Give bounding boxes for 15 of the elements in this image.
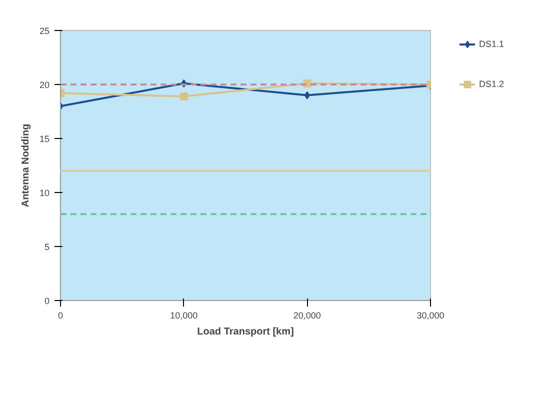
point — [304, 91, 310, 100]
x-tick-label: 30,000 — [416, 310, 444, 320]
legend-label: DS1.2 — [479, 79, 504, 89]
y-axis-title: Antenna Nodding — [20, 124, 32, 208]
y-tick-label: 20 — [39, 80, 50, 90]
x-tick-label: 10,000 — [170, 310, 198, 320]
x-tick-label: 20,000 — [293, 310, 321, 320]
y-tick-label: 5 — [44, 242, 50, 252]
legend-label: DS1.1 — [479, 39, 504, 49]
y-tick-label: 25 — [39, 26, 50, 36]
y-tick-label: 10 — [39, 188, 50, 198]
y-tick-label: 15 — [39, 134, 50, 144]
x-tick-label: 0 — [58, 310, 64, 320]
y-tick-label: 0 — [44, 296, 50, 306]
x-axis-title: Load Transport [km] — [197, 326, 294, 338]
